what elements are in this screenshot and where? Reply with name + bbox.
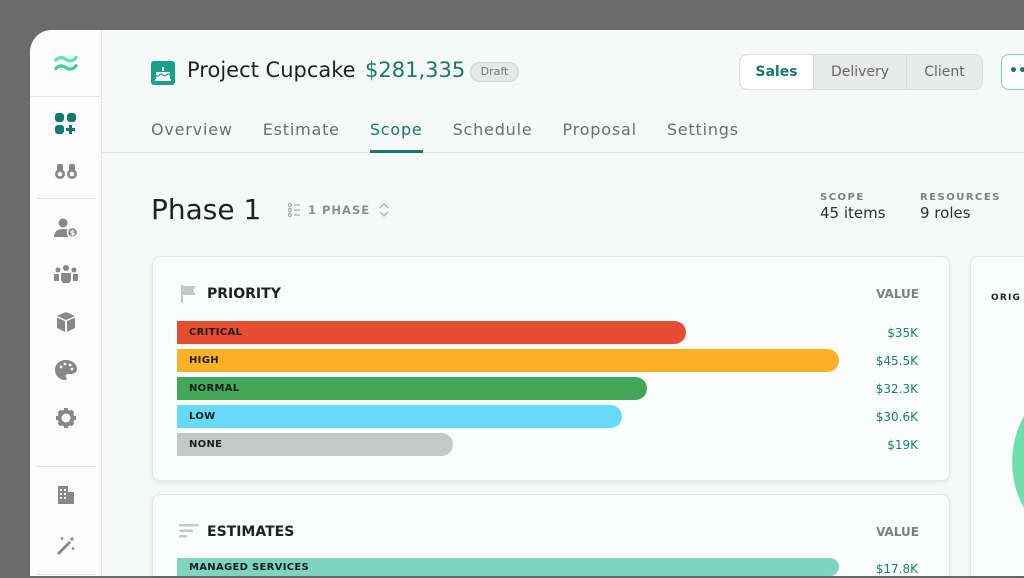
project-amount: $281,335 xyxy=(365,58,466,82)
header: Project Cupcake $281,335 Draft Sales Del… xyxy=(102,30,1024,153)
tab-schedule[interactable]: Schedule xyxy=(452,120,533,139)
page-title: Phase 1 xyxy=(151,193,262,226)
priority-bar-normal[interactable]: NORMAL xyxy=(177,377,647,400)
binoculars-icon[interactable] xyxy=(54,159,78,183)
bar-value: $30.6K xyxy=(875,410,918,424)
estimates-card: ESTIMATES VALUE MANAGED SERVICES $17.8K xyxy=(152,494,950,576)
building-icon[interactable] xyxy=(54,483,78,507)
stat-value: 9 roles xyxy=(920,204,971,222)
stat-label: RESOURCES xyxy=(920,192,1001,203)
tab-settings[interactable]: Settings xyxy=(666,120,739,139)
bar-label: MANAGED SERVICES xyxy=(189,562,309,573)
tab-bar: Overview Estimate Scope Schedule Proposa… xyxy=(151,120,769,153)
card-title: PRIORITY xyxy=(207,286,281,302)
bar-value: $35K xyxy=(887,326,918,340)
gear-icon[interactable] xyxy=(54,406,78,430)
stat-value: 45 items xyxy=(820,204,886,222)
donut-chart xyxy=(1012,416,1024,508)
side-card: ORIG xyxy=(970,256,1024,576)
palette-icon[interactable] xyxy=(54,358,78,382)
priority-bar-none[interactable]: NONE xyxy=(177,433,454,456)
priority-bar-low[interactable]: LOW xyxy=(177,405,623,428)
view-delivery-button[interactable]: Delivery xyxy=(813,55,906,89)
dashboard-add-icon[interactable] xyxy=(54,112,78,136)
bar-value: $19K xyxy=(887,438,918,452)
user-dollar-icon[interactable]: $ xyxy=(54,216,78,240)
status-badge: Draft xyxy=(470,62,519,82)
divider xyxy=(30,96,102,97)
priority-bar-high[interactable]: HIGH xyxy=(177,349,839,372)
magic-wand-icon[interactable] xyxy=(54,534,78,558)
sidebar: $ xyxy=(30,30,102,576)
phase-selector-label: 1 PHASE xyxy=(308,203,371,217)
view-client-button[interactable]: Client xyxy=(906,55,982,89)
chevron-up-down-icon xyxy=(379,203,389,217)
value-header: VALUE xyxy=(876,525,919,539)
view-sales-button[interactable]: Sales xyxy=(740,55,813,89)
phase-selector[interactable]: 1 PHASE xyxy=(288,200,390,220)
bar-value: $45.5K xyxy=(875,354,918,368)
card-title: ESTIMATES xyxy=(207,524,295,540)
flag-icon xyxy=(181,285,196,303)
divider xyxy=(36,466,96,467)
list-icon xyxy=(288,203,300,217)
app-window: $ Project Cupcake $281,335 Draft Sal xyxy=(30,30,1024,576)
team-icon[interactable] xyxy=(54,262,78,286)
bar-label: HIGH xyxy=(189,355,219,366)
svg-text:$: $ xyxy=(70,229,76,238)
project-title: Project Cupcake xyxy=(187,58,356,82)
estimate-bar[interactable]: MANAGED SERVICES xyxy=(177,558,839,576)
lines-icon xyxy=(179,524,199,538)
divider xyxy=(36,574,96,575)
bar-label: LOW xyxy=(189,411,216,422)
bar-label: NONE xyxy=(189,439,223,450)
priority-bar-critical[interactable]: CRITICAL xyxy=(177,321,687,344)
scope-stat: SCOPE 45 items xyxy=(820,192,886,222)
bar-label: CRITICAL xyxy=(189,327,243,338)
bar-label: NORMAL xyxy=(189,383,240,394)
bar-value: $32.3K xyxy=(875,382,918,396)
tab-proposal[interactable]: Proposal xyxy=(562,120,637,139)
card-title: ORIG xyxy=(991,293,1022,303)
more-button[interactable]: •• xyxy=(1001,54,1024,90)
value-header: VALUE xyxy=(876,287,919,301)
bar-value: $17.8K xyxy=(875,562,918,576)
resources-stat: RESOURCES 9 roles xyxy=(920,192,1001,222)
divider xyxy=(36,198,96,199)
tab-overview[interactable]: Overview xyxy=(151,120,233,139)
stat-label: SCOPE xyxy=(820,192,865,203)
priority-card: PRIORITY VALUE CRITICAL $35K HIGH $45.5K NOR… xyxy=(152,256,950,481)
tab-estimate[interactable]: Estimate xyxy=(262,120,340,139)
logo-icon[interactable] xyxy=(54,51,78,75)
cake-icon xyxy=(151,61,175,85)
view-switcher: Sales Delivery Client xyxy=(739,54,983,90)
tab-scope[interactable]: Scope xyxy=(369,120,423,153)
cube-icon[interactable] xyxy=(54,310,78,334)
